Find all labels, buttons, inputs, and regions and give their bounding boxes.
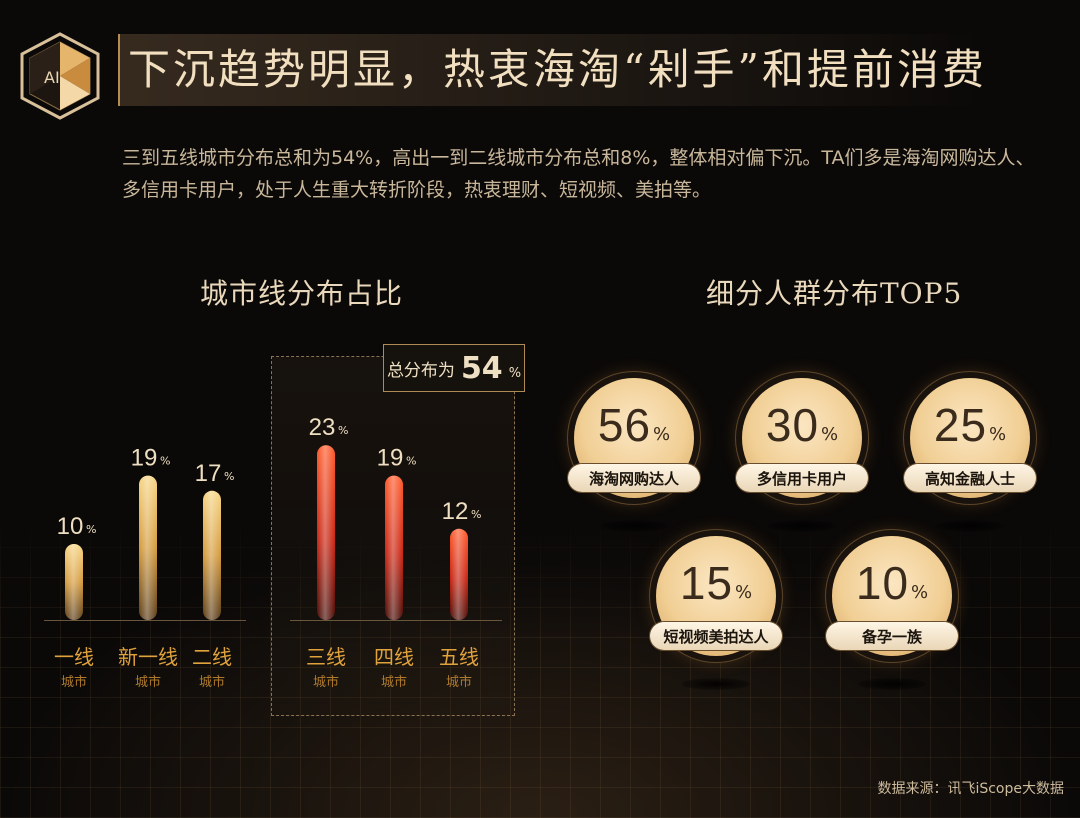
total-share-badge: 总分布为 54 % bbox=[383, 344, 525, 392]
bar-value-label: 19 bbox=[377, 445, 404, 472]
segment-value: 30 bbox=[765, 399, 820, 451]
circle-shadow bbox=[768, 520, 836, 532]
bar-value-label: 12 bbox=[442, 498, 469, 525]
segment-value: 25 bbox=[933, 399, 988, 451]
segment-label: 高知金融人士 bbox=[904, 464, 1036, 492]
bar-category-sublabel: 城市 bbox=[199, 674, 225, 690]
bar-category-sublabel: 城市 bbox=[446, 674, 472, 690]
bar-chart-title: 城市线分布占比 bbox=[200, 277, 404, 310]
bar-value-unit: % bbox=[86, 523, 96, 536]
bar-category-sublabel: 城市 bbox=[135, 674, 161, 690]
bar-value-unit: % bbox=[471, 508, 481, 521]
bar-shine bbox=[385, 475, 403, 620]
page-title: 下沉趋势明显，热衷海淘“剁手”和提前消费 bbox=[118, 34, 984, 106]
bar-category-label: 五线 bbox=[439, 645, 479, 669]
bar-value-label: 10 bbox=[57, 513, 84, 540]
bar-category-label: 四线 bbox=[374, 645, 414, 669]
segment-item: 10% 备孕一族 bbox=[822, 536, 962, 696]
segment-item: 30% 多信用卡用户 bbox=[732, 378, 872, 538]
logo-text: AI bbox=[44, 68, 60, 87]
badge-label: 总分布为 bbox=[386, 360, 455, 381]
bar-value-label: 17 bbox=[195, 460, 222, 487]
page-description: 三到五线城市分布总和为54%，高出一到二线城市分布总和8%，整体相对偏下沉。TA… bbox=[122, 147, 1035, 201]
circle-shadow bbox=[600, 520, 668, 532]
circle-shadow bbox=[682, 678, 750, 690]
segment-unit: % bbox=[653, 424, 671, 445]
bar-shine bbox=[65, 544, 83, 620]
badge-unit: % bbox=[508, 365, 522, 381]
segment-value: 56 bbox=[597, 399, 652, 451]
bar-group-2: 17 % 二线城市 bbox=[192, 460, 234, 690]
segment-unit: % bbox=[735, 582, 753, 603]
bar-value-unit: % bbox=[338, 424, 348, 437]
bar-value-unit: % bbox=[224, 470, 234, 483]
badge-value: 54 bbox=[460, 350, 503, 386]
segment-label: 多信用卡用户 bbox=[736, 464, 868, 492]
baseline-left bbox=[44, 620, 246, 621]
bar-category-label: 新一线 bbox=[118, 645, 178, 669]
bar-category-sublabel: 城市 bbox=[381, 674, 407, 690]
bar-category-label: 三线 bbox=[306, 645, 346, 669]
baseline-right bbox=[290, 620, 502, 621]
bar-shine bbox=[450, 528, 468, 620]
ai-logo-icon: AI bbox=[20, 32, 100, 120]
top5-title: 细分人群分布TOP5 bbox=[706, 277, 963, 310]
bar-value-unit: % bbox=[160, 455, 170, 468]
bar-category-sublabel: 城市 bbox=[313, 674, 339, 690]
bar-category-sublabel: 城市 bbox=[61, 674, 87, 690]
segment-unit: % bbox=[821, 424, 839, 445]
bar-value-label: 19 bbox=[131, 445, 158, 472]
bar-shine bbox=[139, 475, 157, 620]
circle-shadow bbox=[936, 520, 1004, 532]
segment-value: 15 bbox=[679, 557, 734, 609]
segment-unit: % bbox=[989, 424, 1007, 445]
bar-value-unit: % bbox=[406, 455, 416, 468]
bar-shine bbox=[317, 445, 335, 620]
segment-item: 15% 短视频美拍达人 bbox=[646, 536, 786, 696]
segment-unit: % bbox=[911, 582, 929, 603]
segment-item: 56% 海淘网购达人 bbox=[564, 378, 704, 538]
segment-label: 海淘网购达人 bbox=[568, 464, 700, 492]
data-source: 数据来源：讯飞iScope大数据 bbox=[877, 781, 1064, 797]
segment-item: 25% 高知金融人士 bbox=[900, 378, 1040, 538]
segment-label: 短视频美拍达人 bbox=[650, 622, 782, 650]
circle-shadow bbox=[858, 678, 926, 690]
bar-group-5: 12 % 五线城市 bbox=[439, 498, 481, 690]
bar-category-label: 一线 bbox=[54, 645, 94, 669]
bar-category-label: 二线 bbox=[192, 645, 232, 669]
segment-label: 备孕一族 bbox=[826, 622, 958, 650]
segment-value: 10 bbox=[855, 557, 910, 609]
bar-shine bbox=[203, 490, 221, 620]
bar-value-label: 23 bbox=[309, 414, 336, 441]
